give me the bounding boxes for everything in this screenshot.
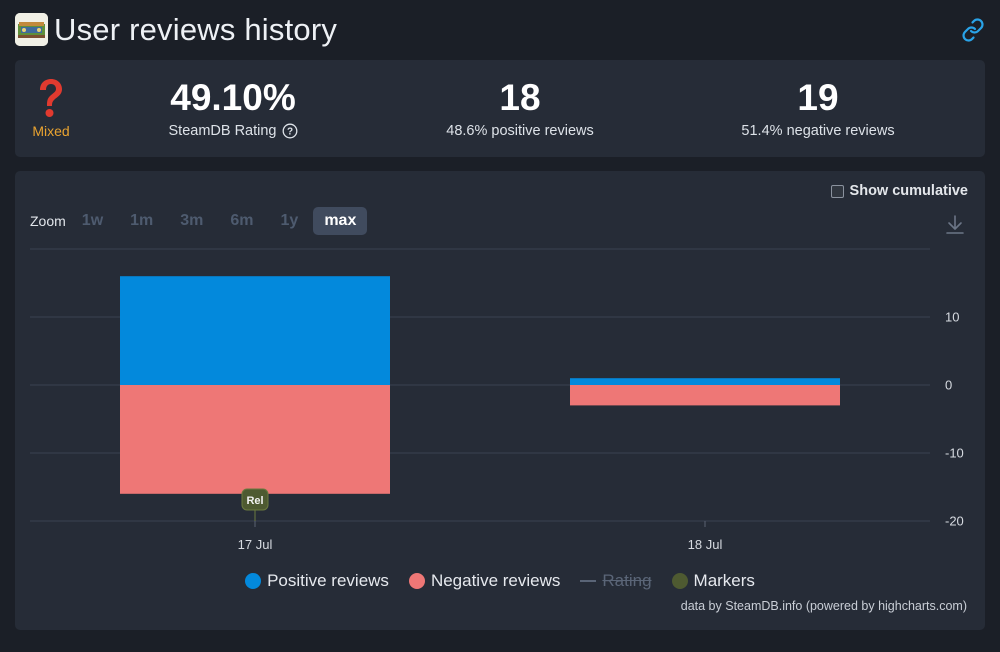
legend-label: Rating [602, 571, 652, 590]
rating-verdict: Mixed [32, 123, 70, 139]
question-mark-icon [36, 78, 64, 120]
svg-text:?: ? [286, 127, 292, 138]
release-marker-label: Rel [246, 495, 263, 507]
negative-reviews-stat: 19 51.4% negative reviews [718, 77, 918, 140]
page-header: User reviews history [15, 12, 985, 50]
cumulative-checkbox[interactable] [830, 184, 844, 198]
negative-label: 51.4% negative reviews [741, 123, 895, 139]
zoom-controls: Zoom 1w 1m 3m 6m 1y max [30, 207, 368, 235]
legend-item[interactable]: Negative reviews [408, 571, 561, 591]
reviews-bar-chart: 10 0 -10 -20 17 Jul 18 Jul Rel [30, 248, 964, 552]
legend-dot-symbol [671, 573, 688, 589]
legend-label: Negative reviews [430, 571, 561, 590]
positive-label: 48.6% positive reviews [446, 123, 594, 139]
legend-label: Positive reviews [267, 571, 389, 590]
rating-label-row: SteamDB Rating ? [133, 123, 333, 139]
positive-reviews-stat: 18 48.6% positive reviews [420, 77, 620, 140]
zoom-3m-button[interactable]: 3m [180, 212, 204, 229]
reviews-summary-panel: Mixed 49.10% SteamDB Rating ? 18 48.6% p… [15, 60, 985, 157]
bar-positive[interactable] [120, 276, 390, 385]
rating-value: 49.10% [170, 77, 296, 118]
x-tick-label: 18 Jul [688, 537, 723, 552]
zoom-1y-button[interactable]: 1y [280, 212, 299, 229]
help-icon[interactable]: ? [282, 123, 298, 139]
positive-count: 18 [499, 77, 541, 118]
y-tick-label: -10 [945, 446, 964, 461]
zoom-max-button[interactable]: max [313, 207, 368, 235]
legend-label: Markers [693, 571, 755, 590]
negative-count: 19 [797, 77, 839, 118]
rating-label: SteamDB Rating [168, 123, 277, 139]
zoom-1w-button[interactable]: 1w [81, 212, 104, 229]
y-tick-label: 0 [945, 378, 952, 393]
link-icon[interactable] [961, 18, 985, 42]
legend-dot-symbol [408, 573, 425, 589]
show-cumulative-toggle[interactable]: Show cumulative [830, 183, 968, 199]
chart-credits: data by SteamDB.info (powered by highcha… [680, 599, 967, 613]
legend-line-symbol [580, 580, 597, 582]
legend-dot-symbol [245, 573, 262, 589]
chart-legend: Positive reviews Negative reviews Rating Ma… [15, 571, 985, 591]
legend-item[interactable]: Positive reviews [245, 571, 389, 591]
release-marker[interactable] [241, 488, 269, 511]
legend-item[interactable]: Rating [580, 571, 652, 591]
bar-positive[interactable] [570, 378, 840, 385]
bar-negative[interactable] [120, 385, 390, 494]
download-icon[interactable] [945, 214, 965, 236]
zoom-6m-button[interactable]: 6m [230, 212, 254, 229]
zoom-label: Zoom [30, 213, 66, 229]
steamdb-rating-stat: 49.10% SteamDB Rating ? [133, 78, 333, 139]
x-tick-label: 17 Jul [238, 537, 273, 552]
zoom-1m-button[interactable]: 1m [130, 212, 154, 229]
page-title: User reviews history [54, 12, 338, 47]
chart-panel: Show cumulative Zoom 1w 1m 3m 6m 1y max … [15, 171, 985, 630]
cumulative-label: Show cumulative [849, 183, 968, 199]
legend-item[interactable]: Markers [671, 571, 755, 591]
bar-negative[interactable] [570, 385, 840, 406]
y-tick-label: 10 [945, 310, 959, 325]
y-tick-label: -20 [945, 514, 964, 529]
game-icon [15, 13, 48, 46]
